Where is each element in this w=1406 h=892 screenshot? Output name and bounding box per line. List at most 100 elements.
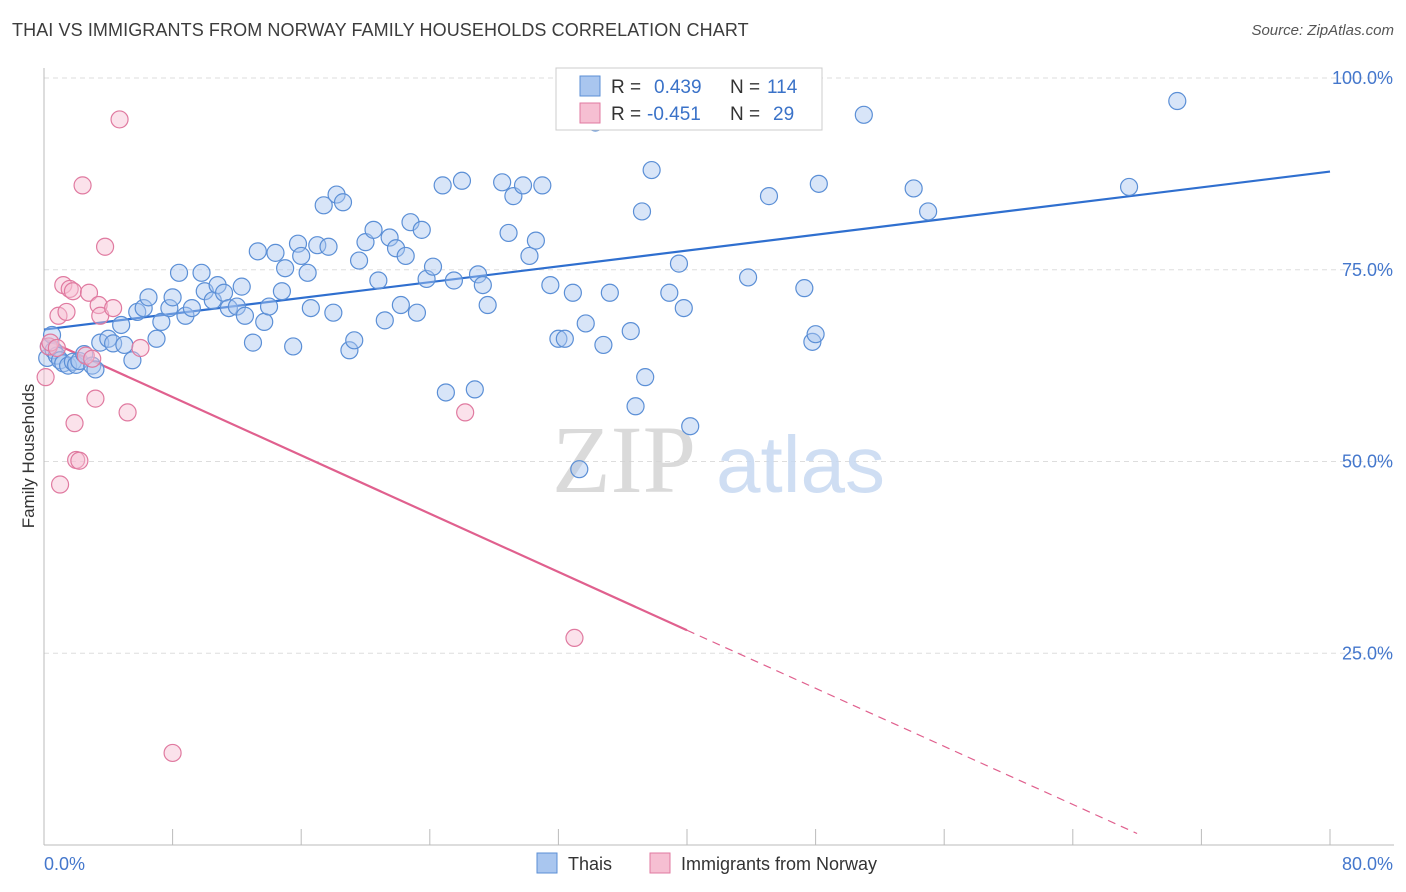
data-point-series-0-39 xyxy=(243,333,263,352)
data-point-series-0-87 xyxy=(533,176,552,195)
data-point-series-1-21 xyxy=(104,299,123,318)
y-tick-label-1: 50.0% xyxy=(1342,452,1393,472)
data-point-series-0-97 xyxy=(621,322,640,341)
data-point-series-0-57 xyxy=(340,341,359,360)
data-point-series-0-58 xyxy=(345,331,364,350)
data-point-series-0-41 xyxy=(255,312,274,332)
data-point-series-0-76 xyxy=(452,171,472,190)
legend-swatch-pink xyxy=(579,102,601,124)
x-tick-label-0: 0.0% xyxy=(44,854,85,874)
data-point-series-0-78 xyxy=(468,265,488,284)
data-point-series-0-73 xyxy=(433,176,452,195)
data-point-series-0-108 xyxy=(795,279,814,298)
data-point-series-1-0 xyxy=(36,368,55,387)
data-point-series-1-8 xyxy=(60,279,79,299)
x-tick-label-1: 80.0% xyxy=(1342,854,1393,874)
data-point-series-0-62 xyxy=(369,271,388,290)
trend-line-extension-series-1 xyxy=(686,629,1138,835)
data-point-series-0-54 xyxy=(324,303,343,322)
data-point-series-0-98 xyxy=(626,397,645,416)
data-point-series-0-77 xyxy=(465,380,484,399)
data-point-series-0-86 xyxy=(526,231,545,250)
data-point-series-0-75 xyxy=(444,271,464,290)
data-point-series-0-85 xyxy=(520,246,539,266)
data-point-series-0-95 xyxy=(594,335,613,355)
legend-n-label-2: N = xyxy=(730,104,760,125)
data-point-series-0-18 xyxy=(115,335,134,355)
y-tick-label-0: 25.0% xyxy=(1342,643,1393,663)
data-point-series-0-43 xyxy=(266,243,285,262)
series-legend-label-thais: Thais xyxy=(568,854,612,874)
data-point-series-0-66 xyxy=(391,295,410,315)
data-point-series-0-69 xyxy=(407,303,427,322)
data-point-series-0-96 xyxy=(600,283,619,302)
data-point-series-1-13 xyxy=(73,176,92,195)
data-point-series-0-46 xyxy=(284,337,303,356)
data-point-series-0-114 xyxy=(919,202,938,221)
series-legend: Thais Immigrants from Norway xyxy=(536,852,877,874)
x-tick-labels: 0.0% 80.0% xyxy=(44,854,1393,874)
trend-lines xyxy=(43,170,1331,835)
data-point-series-0-103 xyxy=(669,254,689,273)
data-point-series-0-111 xyxy=(809,174,828,193)
data-point-series-1-26 xyxy=(456,403,475,422)
watermark-atlas: atlas xyxy=(716,420,885,509)
data-point-series-0-93 xyxy=(576,314,595,333)
data-point-series-0-56 xyxy=(333,193,353,212)
data-point-series-0-52 xyxy=(314,196,333,215)
data-point-series-0-49 xyxy=(298,263,317,282)
data-point-series-1-20 xyxy=(95,237,115,256)
data-point-series-1-17 xyxy=(86,389,105,408)
data-point-series-0-26 xyxy=(163,288,182,307)
data-point-series-0-74 xyxy=(436,383,455,402)
data-point-series-0-81 xyxy=(493,173,512,192)
data-point-series-0-84 xyxy=(513,176,533,195)
data-point-series-0-91 xyxy=(563,283,582,302)
data-points xyxy=(36,91,1187,763)
grid-lines xyxy=(44,77,1394,654)
data-point-series-0-50 xyxy=(301,299,320,318)
data-point-series-0-90 xyxy=(555,329,574,348)
y-tick-label-3: 100.0% xyxy=(1332,68,1393,88)
data-point-series-0-79 xyxy=(473,275,492,295)
x-axis-ticks xyxy=(43,829,1331,845)
data-point-series-0-100 xyxy=(636,368,655,387)
legend-r-label-1: R = xyxy=(611,77,641,98)
data-point-series-0-113 xyxy=(904,179,923,198)
data-point-series-1-5 xyxy=(50,475,70,494)
data-point-series-1-23 xyxy=(118,403,137,422)
data-point-series-0-101 xyxy=(642,160,661,180)
data-point-series-0-48 xyxy=(292,246,311,266)
data-point-series-0-102 xyxy=(660,283,679,302)
watermark: ZIP atlas xyxy=(552,406,885,513)
y-tick-labels: 25.0% 50.0% 75.0% 100.0% xyxy=(1332,68,1393,663)
data-point-series-0-82 xyxy=(499,223,518,243)
y-axis-label: Family Households xyxy=(19,384,38,529)
watermark-zip: ZIP xyxy=(552,406,696,513)
trend-line-series-0 xyxy=(43,170,1331,331)
legend-r-value-2: -0.451 xyxy=(647,104,701,125)
data-point-series-0-37 xyxy=(232,277,251,296)
data-point-series-0-30 xyxy=(192,263,211,282)
data-point-series-1-22 xyxy=(110,110,129,129)
data-point-series-0-13 xyxy=(86,360,105,379)
data-point-series-1-12 xyxy=(70,451,89,470)
data-point-series-0-42 xyxy=(259,297,279,316)
data-point-series-0-92 xyxy=(570,460,589,479)
legend-r-label-2: R = xyxy=(611,104,641,125)
data-point-series-1-27 xyxy=(565,628,584,648)
data-point-series-0-61 xyxy=(364,220,383,239)
data-point-series-1-3 xyxy=(47,338,66,358)
data-point-series-0-89 xyxy=(549,329,568,348)
data-point-series-0-38 xyxy=(235,306,255,325)
data-point-series-0-112 xyxy=(854,105,873,124)
data-point-series-0-22 xyxy=(139,288,158,307)
data-point-series-1-10 xyxy=(65,414,84,433)
data-point-series-0-64 xyxy=(380,228,399,247)
data-point-series-0-116 xyxy=(1168,91,1187,111)
legend-swatch-blue xyxy=(579,75,601,97)
data-point-series-0-63 xyxy=(375,311,394,330)
data-point-series-0-67 xyxy=(396,246,415,266)
legend-n-label-1: N = xyxy=(730,77,760,98)
